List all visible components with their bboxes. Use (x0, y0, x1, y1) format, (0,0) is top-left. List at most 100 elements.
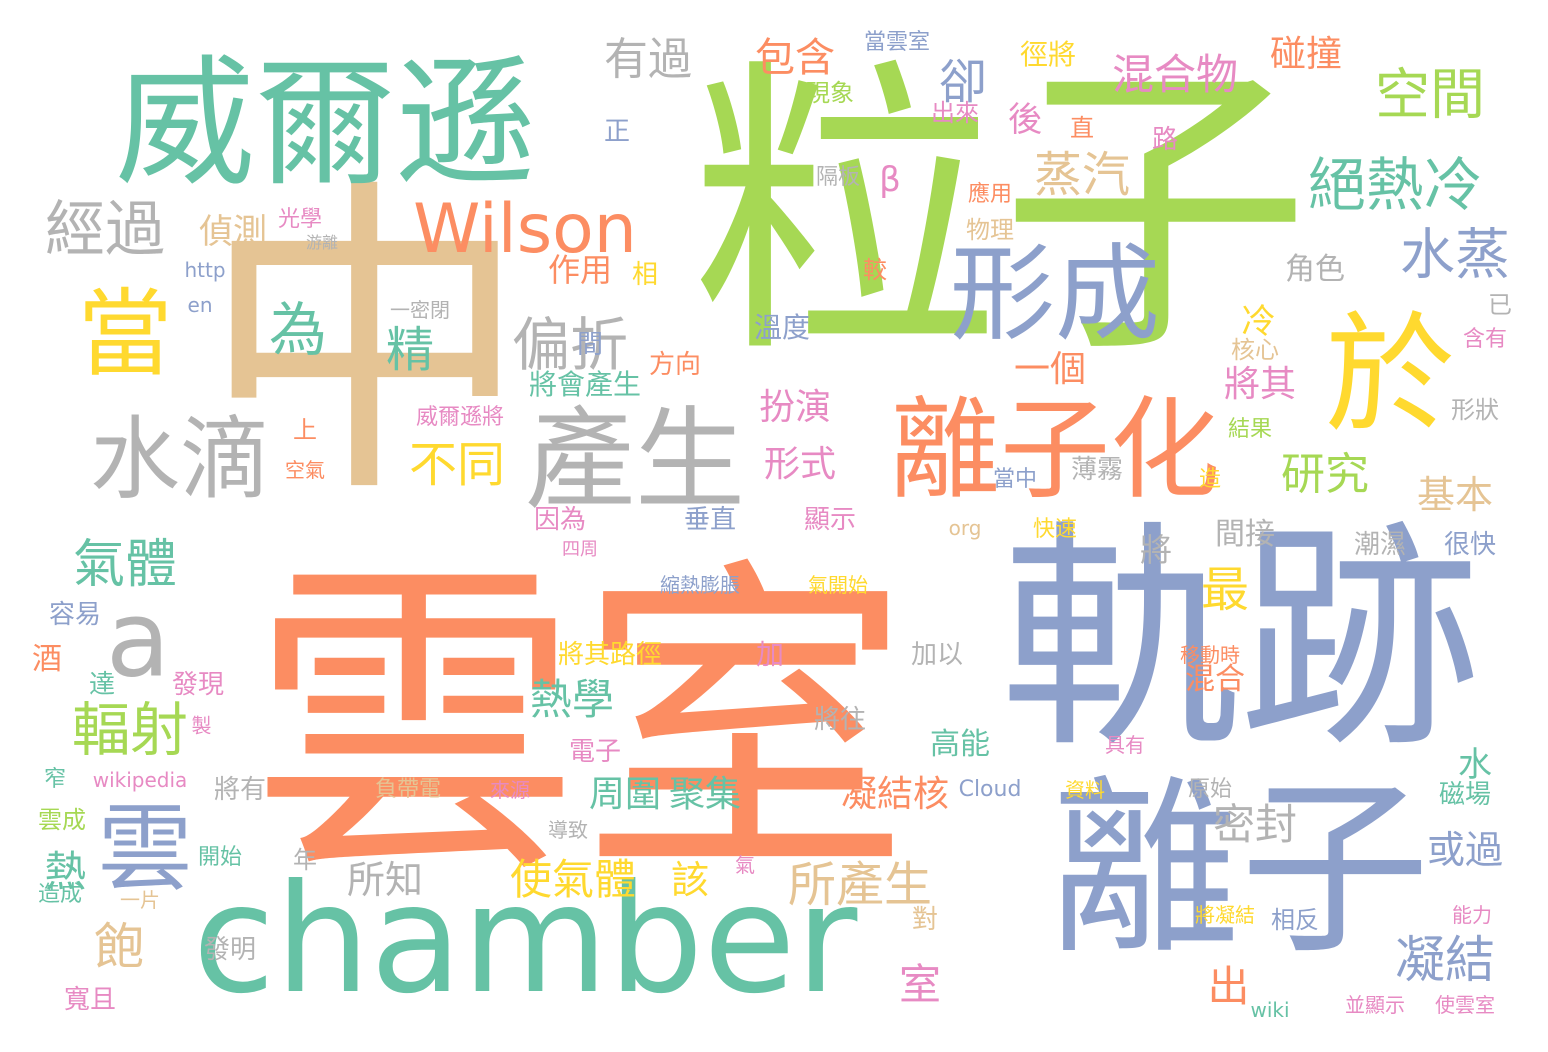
cloud-word: 來源 (490, 778, 530, 802)
cloud-word: 高能 (930, 727, 990, 762)
cloud-word: 徑將 (1019, 38, 1077, 71)
cloud-word: 上 (293, 416, 317, 444)
cloud-word: 出 (1201, 964, 1250, 1006)
cloud-word: 發明 (203, 935, 257, 965)
cloud-word: 很快 (1443, 530, 1497, 560)
cloud-word: 離子 (1049, 759, 1431, 980)
cloud-word: 加 (755, 638, 785, 671)
cloud-word: 現象 (806, 79, 854, 107)
cloud-word: 造成 (37, 882, 83, 907)
cloud-word: 水 (1458, 745, 1492, 785)
cloud-word: 凝結 (1395, 931, 1495, 989)
cloud-word: 經過 (45, 195, 165, 265)
cloud-word: 原始 (1187, 777, 1233, 802)
cloud-word: 正 (603, 117, 631, 147)
cloud-word: 相反 (1271, 906, 1319, 934)
cloud-word: 酒 (32, 642, 62, 677)
cloud-word: 使氣體 (509, 855, 637, 904)
cloud-word: 顯示 (803, 505, 857, 535)
cloud-word: 粒子 (690, 34, 1310, 395)
cloud-word: 當中 (992, 467, 1038, 492)
cloud-word: http (184, 258, 226, 282)
cloud-word: 有過 (604, 34, 692, 85)
cloud-word: 結果 (1227, 417, 1273, 442)
cloud-word: β (879, 160, 901, 200)
cloud-word: 具有 (1105, 733, 1145, 757)
cloud-word: 薄霧 (1070, 455, 1124, 485)
cloud-word: 水滴 (90, 407, 270, 512)
cloud-word: 溫度 (753, 311, 811, 344)
cloud-word: 精 (385, 322, 435, 378)
cloud-word: 物理 (966, 216, 1014, 244)
cloud-word: 當 (77, 279, 173, 390)
cloud-word: 卻 (930, 56, 986, 104)
cloud-word: 飽 (86, 920, 144, 970)
cloud-word: 資料 (1065, 778, 1105, 802)
cloud-word: 應用 (967, 182, 1013, 207)
cloud-word: 電子 (568, 737, 622, 767)
cloud-word: 熱 (38, 849, 87, 891)
cloud-word: 水蒸 (1399, 222, 1511, 287)
cloud-word: 將其 (1223, 364, 1297, 405)
cloud-word: 產生 (525, 396, 745, 524)
cloud-word: 已 (1488, 291, 1512, 319)
cloud-word: wiki (1250, 998, 1290, 1022)
cloud-word: 碰撞 (1269, 34, 1343, 75)
cloud-word: Wilson (413, 190, 637, 269)
cloud-word: 為 (268, 296, 328, 364)
cloud-word: 核心 (1231, 336, 1279, 364)
cloud-word: 混合物 (1111, 50, 1239, 99)
cloud-word: 將有 (213, 775, 267, 805)
cloud-word: 開始 (197, 845, 243, 870)
cloud-word: 隔板 (815, 165, 861, 190)
cloud-word: 將其路徑 (557, 640, 663, 670)
cloud-word: 基本 (1416, 473, 1494, 517)
cloud-word: 研究 (1281, 449, 1369, 500)
cloud-word: 導致 (548, 818, 588, 842)
cloud-word: 氣體 (72, 535, 178, 595)
cloud-word: 間 (576, 330, 604, 360)
cloud-word: 路 (1151, 125, 1179, 155)
cloud-word: 使雲室 (1435, 993, 1495, 1017)
cloud-word: 能力 (1452, 903, 1492, 927)
cloud-word: 較 (863, 256, 887, 284)
cloud-word: 偵測 (199, 212, 267, 252)
cloud-word: 造 (1198, 467, 1222, 492)
cloud-word: en (187, 293, 213, 317)
cloud-word: 加以 (910, 640, 964, 670)
cloud-word: 離子化 (890, 386, 1220, 514)
cloud-word: wikipedia (92, 768, 188, 792)
cloud-word: 雲 (97, 794, 193, 905)
cloud-word: org (948, 516, 982, 540)
cloud-word: 蒸汽 (1033, 147, 1131, 203)
cloud-word: 移動時 (1180, 643, 1240, 667)
cloud-word: 快速 (1032, 517, 1078, 542)
cloud-word: 一個 (1013, 349, 1087, 390)
cloud-word: 游離 (305, 233, 339, 252)
cloud-word: 當雲室 (863, 30, 931, 55)
cloud-word: 威爾遜將 (415, 405, 505, 430)
cloud-word: 最 (1200, 562, 1250, 618)
cloud-word: 相 (631, 260, 659, 290)
cloud-word: 威爾遜 (114, 43, 536, 206)
cloud-word: 潮濕 (1353, 530, 1407, 560)
cloud-word: 一片 (120, 888, 160, 912)
cloud-word: 年 (293, 846, 317, 874)
cloud-word: 垂直 (683, 505, 737, 535)
cloud-word: a (105, 578, 171, 701)
cloud-word: 周圍 (588, 774, 662, 815)
cloud-word: 輻射 (71, 696, 189, 764)
cloud-word: 空氣 (285, 458, 325, 482)
cloud-word: 出來 (931, 99, 979, 127)
cloud-word: 將凝結 (1195, 903, 1255, 927)
cloud-word: 絕熱冷 (1307, 151, 1483, 219)
cloud-word: 混合 (1185, 662, 1245, 697)
cloud-word: 窄 (43, 767, 67, 792)
cloud-word: 中 (200, 153, 530, 537)
cloud-word: 聚集 (668, 774, 742, 815)
cloud-word: chamber (192, 853, 858, 1027)
cloud-word: 偏折 (511, 311, 629, 379)
cloud-word: 雲室 (250, 533, 910, 917)
cloud-word: 寬且 (63, 985, 117, 1015)
